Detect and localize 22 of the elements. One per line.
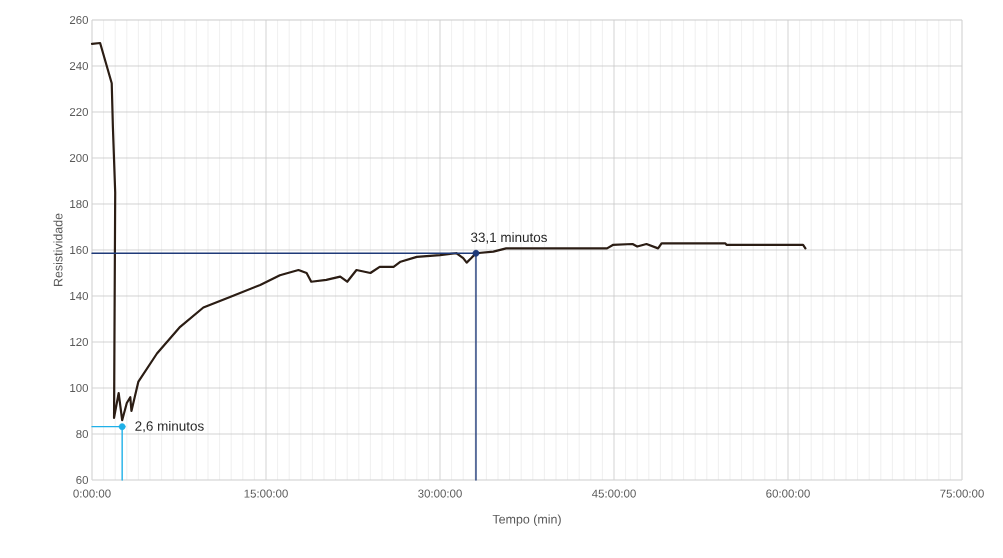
y-tick-label: 80 xyxy=(76,429,89,439)
x-tick-label: 15:00:00 xyxy=(244,489,288,498)
y-tick-label: 60 xyxy=(76,475,89,485)
y-tick-label: 220 xyxy=(69,107,89,117)
annotation: 2,6 minutos xyxy=(135,420,204,433)
y-tick-label: 260 xyxy=(69,15,89,25)
annotation: 33,1 minutos xyxy=(471,232,547,244)
y-tick-label: 200 xyxy=(69,153,89,163)
y-tick-label: 140 xyxy=(70,291,89,301)
y-axis-title: Resistividade xyxy=(53,213,63,287)
x-tick-label: 45:00:00 xyxy=(591,489,636,498)
line-series xyxy=(90,41,807,422)
x-tick-label: 0:00:00 xyxy=(73,489,111,498)
y-tick-label: 120 xyxy=(70,337,89,347)
y-tick-label: 100 xyxy=(70,383,89,393)
y-tick-label: 160 xyxy=(70,245,89,255)
x-tick-label: 75:00:00 xyxy=(940,489,984,498)
x-axis-title: Tempo (min) xyxy=(492,514,561,527)
x-tick-label: 60:00:00 xyxy=(766,489,810,498)
y-tick-label: 180 xyxy=(70,199,89,209)
x-tick-label: 30:00:00 xyxy=(418,489,462,498)
y-tick-label: 240 xyxy=(69,61,89,71)
